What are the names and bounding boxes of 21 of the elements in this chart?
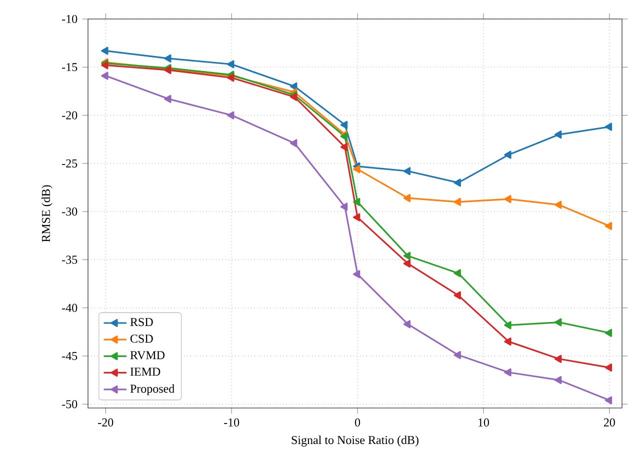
y-tick-label: -15 [62, 63, 78, 72]
legend-label: CSD [130, 334, 153, 343]
y-tick-label: -10 [62, 14, 78, 24]
x-tick-label: 10 [478, 418, 490, 427]
x-tick-label: 20 [604, 418, 615, 427]
y-tick-label: -30 [62, 208, 78, 216]
legend-label: RVMD [130, 351, 165, 360]
x-tick-label: -10 [224, 418, 240, 427]
y-tick-label: -25 [62, 159, 78, 168]
legend-label: IEMD [130, 368, 160, 376]
x-tick-label: 0 [354, 418, 360, 427]
y-tick-label: -40 [62, 304, 78, 312]
legend-label: Proposed [130, 384, 174, 396]
x-axis-title: Signal to Noise Ratio (dB) [292, 436, 418, 447]
x-tick-label: -20 [98, 418, 114, 427]
y-axis-title: RMSE (dB) [42, 185, 52, 242]
legend-label: RSD [130, 318, 153, 326]
y-tick-label: -45 [62, 352, 78, 360]
y-tick-label: -20 [62, 111, 78, 120]
y-tick-label: -35 [62, 256, 78, 264]
y-tick-label: -50 [62, 400, 78, 408]
